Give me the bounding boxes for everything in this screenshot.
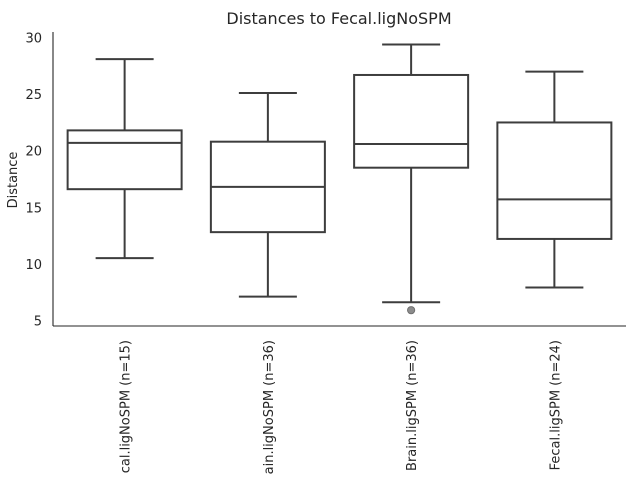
y-tick-label: 5 (34, 314, 42, 329)
chart-title: Distances to Fecal.ligNoSPM (226, 9, 451, 28)
x-tick-label: cal.ligNoSPM (n=15) (119, 340, 134, 473)
y-tick-label: 25 (25, 88, 42, 103)
y-tick-label: 10 (25, 258, 42, 273)
x-tick-label: ain.ligNoSPM (n=36) (262, 340, 277, 474)
box-iqr (66, 129, 183, 191)
plot-area: 5 10 15 20 25 30 cal.ligNoSPM (n=15) ain.ligNoS… (25, 32, 626, 474)
y-axis-label: Distance (6, 152, 21, 209)
y-tick-label: 15 (25, 201, 42, 216)
y-tick-label: 30 (25, 32, 42, 47)
x-tick-label: Fecal.ligSPM (n=24) (548, 340, 563, 470)
box-iqr (496, 121, 613, 240)
outlier-point (407, 306, 416, 315)
box-iqr (353, 73, 470, 169)
x-tick-label: Brain.ligSPM (n=36) (405, 340, 420, 471)
y-tick-label: 20 (25, 145, 42, 160)
